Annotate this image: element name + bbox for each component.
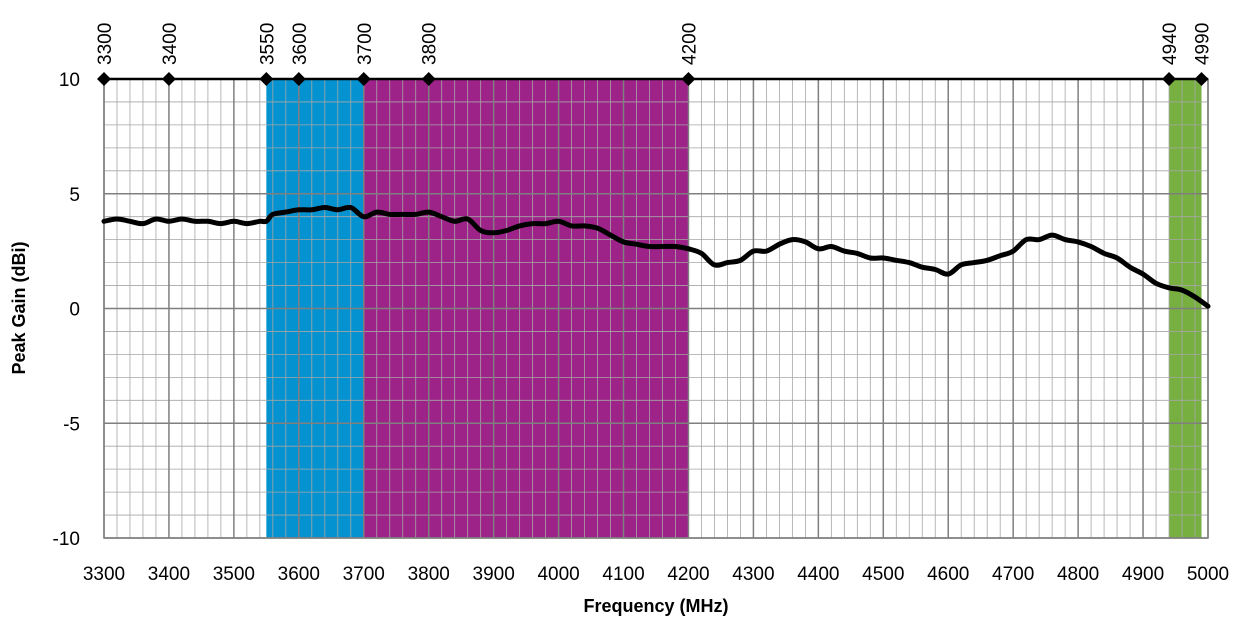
top-marker-label: 3550 [257, 23, 278, 65]
x-tick-label: 3400 [148, 564, 190, 585]
x-tick-label: 4800 [1057, 564, 1099, 585]
x-tick-label: 4900 [1122, 564, 1164, 585]
top-marker-diamond [421, 72, 436, 86]
x-tick-label: 3700 [343, 564, 385, 585]
series-layer [101, 204, 1211, 309]
top-marker-diamond [1194, 72, 1209, 86]
y-tick-label: -5 [63, 414, 80, 435]
x-axis-title: Frequency (MHz) [583, 596, 728, 616]
y-tick-label: 10 [59, 70, 80, 91]
y-tick-label: 5 [69, 185, 80, 206]
top-marker-label: 3800 [420, 23, 441, 65]
y-tick-labels: -10 -5 0 5 10 [53, 70, 80, 550]
x-tick-label: 5000 [1187, 564, 1229, 585]
top-marker-label: 4990 [1193, 23, 1214, 65]
grid-layer [103, 77, 1209, 539]
x-tick-label: 4200 [667, 564, 709, 585]
top-marker-label: 4940 [1160, 23, 1181, 65]
x-tick-label: 4100 [602, 564, 644, 585]
x-tick-labels: 3300 3400 3500 3600 3700 3800 3900 4000 4100 4200… [83, 564, 1229, 585]
top-marker-label: 3700 [355, 23, 376, 65]
top-marker-labels: 3300 3400 3550 3600 3700 3800 4200 4940 4990 [95, 23, 1214, 65]
x-tick-label: 3600 [278, 564, 320, 585]
x-tick-label: 4500 [862, 564, 904, 585]
y-tick-label: -10 [53, 529, 80, 550]
top-marker-diamond [259, 72, 274, 86]
x-tick-label: 4300 [732, 564, 774, 585]
y-tick-label: 0 [69, 300, 80, 321]
top-marker-diamond [97, 72, 111, 86]
x-tick-label: 4400 [797, 564, 839, 585]
x-tick-label: 4700 [992, 564, 1034, 585]
top-marker-label: 3300 [95, 23, 116, 65]
y-axis-title: Peak Gain (dBi) [9, 241, 29, 374]
top-marker-diamond [681, 72, 696, 86]
top-marker-label: 3600 [290, 23, 311, 65]
x-tick-label: 3800 [408, 564, 450, 585]
top-marker-diamond [161, 72, 176, 86]
top-marker-label: 4200 [679, 23, 700, 65]
x-tick-label: 3900 [473, 564, 515, 585]
marker-layer [97, 72, 1209, 86]
top-marker-label: 3400 [160, 23, 181, 65]
x-tick-label: 3300 [83, 564, 125, 585]
x-tick-label: 3500 [213, 564, 255, 585]
x-tick-label: 4600 [927, 564, 969, 585]
top-marker-diamond [1162, 72, 1177, 86]
top-marker-diamond [291, 72, 306, 86]
series-line-0 [101, 204, 1211, 309]
x-tick-label: 4000 [537, 564, 579, 585]
top-marker-diamond [356, 72, 371, 86]
